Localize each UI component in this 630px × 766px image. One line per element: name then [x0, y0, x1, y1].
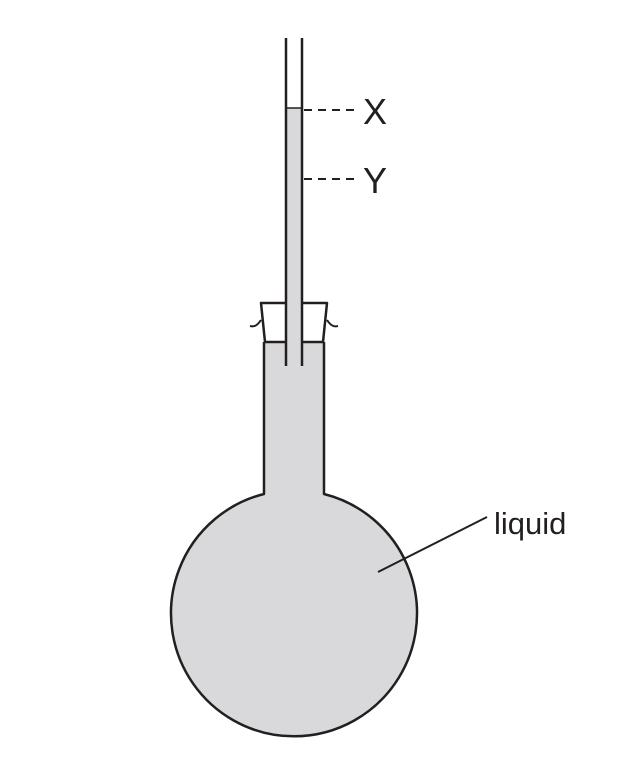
marker-x: X	[304, 91, 387, 132]
flask-body	[169, 342, 419, 738]
label-liquid: liquid	[494, 506, 566, 541]
capillary-tube	[284, 38, 304, 366]
liquid-leader-line	[377, 516, 488, 573]
label-y: Y	[363, 160, 387, 201]
liquid-callout: liquid	[377, 506, 566, 573]
label-x: X	[363, 91, 387, 132]
marker-y: Y	[304, 160, 387, 201]
